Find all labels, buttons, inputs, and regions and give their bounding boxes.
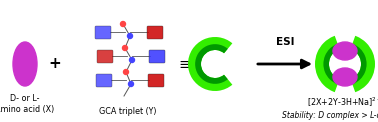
Circle shape [127,34,133,39]
Text: D- or L-
Amino acid (X): D- or L- Amino acid (X) [0,94,55,114]
Text: GCA triplet (Y): GCA triplet (Y) [99,107,157,117]
Circle shape [124,70,129,75]
Wedge shape [324,42,367,86]
Text: Stability: D complex > L-complex: Stability: D complex > L-complex [282,112,378,121]
Wedge shape [195,44,228,84]
Circle shape [121,21,125,26]
FancyBboxPatch shape [97,50,113,63]
Text: ≡: ≡ [179,56,191,71]
Text: +: + [49,56,61,71]
Ellipse shape [13,42,37,86]
Circle shape [129,81,133,86]
Wedge shape [335,33,356,50]
Wedge shape [315,34,375,94]
FancyBboxPatch shape [149,50,165,63]
Circle shape [130,57,135,62]
FancyBboxPatch shape [95,26,111,39]
Text: [2X+2Y-3H+Na]$^{2-}$: [2X+2Y-3H+Na]$^{2-}$ [307,95,378,109]
FancyBboxPatch shape [148,74,164,87]
Text: ESI: ESI [276,37,294,47]
FancyBboxPatch shape [147,26,163,39]
Wedge shape [335,78,356,95]
Ellipse shape [333,68,357,86]
FancyBboxPatch shape [96,74,112,87]
Wedge shape [188,37,232,91]
Ellipse shape [333,42,357,60]
Circle shape [122,46,127,51]
